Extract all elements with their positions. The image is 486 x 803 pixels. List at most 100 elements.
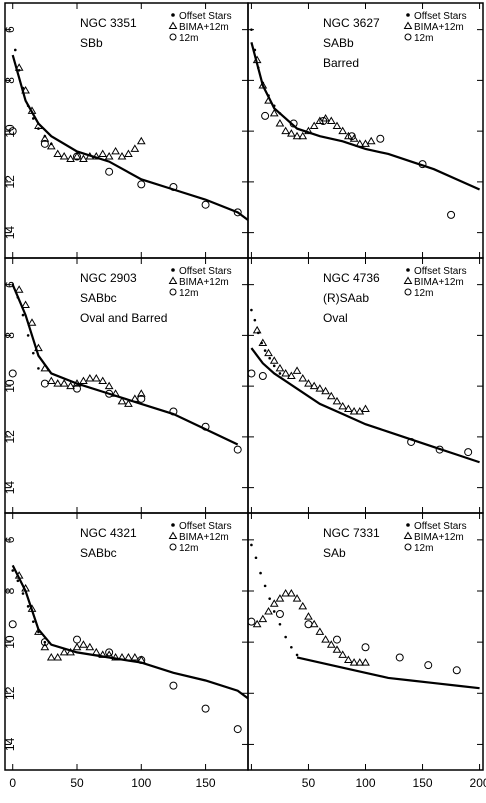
legend-label: BIMA+12m: [414, 532, 464, 543]
bima-point: [286, 129, 296, 137]
model-curve: [250, 347, 480, 464]
legend-marker: [171, 13, 175, 17]
y-tick-label: 8: [3, 587, 17, 594]
plot-area: [8, 48, 248, 221]
panel-subtitle: (R)SAab: [323, 291, 369, 305]
offset-star: [272, 610, 276, 613]
bima-point: [344, 131, 353, 140]
bima-point: [292, 366, 302, 374]
legend-label: BIMA+12m: [179, 22, 229, 33]
bima-point: [46, 141, 56, 150]
legend-item: BIMA+12m: [403, 531, 464, 543]
panel-subtitle: SABbc: [80, 546, 117, 560]
legend-marker: [406, 13, 410, 17]
bima-point: [344, 655, 353, 664]
offset-star: [37, 367, 40, 370]
offset-star: [284, 635, 287, 639]
bima-point: [332, 645, 342, 653]
y-tick-label: 14: [3, 226, 17, 240]
legend-marker: [406, 268, 410, 272]
bima-point: [286, 589, 296, 597]
single-dish-point: [261, 111, 270, 120]
model-curve: [296, 656, 480, 690]
legend-marker: [404, 543, 412, 551]
bima-point: [79, 640, 88, 648]
legend-marker: [403, 531, 413, 539]
offset-star: [43, 640, 47, 644]
bima-point: [46, 652, 56, 661]
bima-point: [315, 627, 325, 635]
bima-point: [124, 399, 133, 407]
bima-point: [269, 108, 279, 117]
panel-frame: [247, 2, 484, 259]
single-dish-point: [304, 620, 313, 629]
bima-point: [14, 63, 24, 71]
panel: NGC 4736 (R)SAab Oval Offset StarsBIMA+12m1…: [247, 257, 484, 514]
bima-point: [349, 134, 359, 142]
legend-marker: [169, 288, 177, 296]
bima-point: [21, 86, 30, 94]
y-tick-label: 6: [3, 536, 17, 543]
single-dish-point: [73, 384, 81, 393]
legend-marker: [168, 21, 178, 29]
y-tick-label: 12: [3, 430, 17, 444]
legend-marker: [403, 21, 413, 29]
legend-item: Offset Stars: [171, 266, 232, 277]
single-dish-point: [319, 116, 328, 125]
bima-point: [281, 589, 291, 597]
single-dish-point: [137, 394, 146, 403]
single-dish-point: [248, 369, 256, 378]
legend-label: Offset Stars: [414, 521, 467, 532]
legend-marker: [169, 33, 177, 41]
offset-star: [26, 334, 30, 337]
offset-star: [272, 364, 276, 368]
bima-point: [275, 119, 285, 127]
offset-star: [250, 308, 253, 312]
offset-star: [278, 622, 282, 626]
bima-point: [79, 154, 88, 163]
bima-point: [338, 401, 348, 410]
offset-star: [253, 318, 257, 322]
single-dish-point: [464, 448, 473, 457]
offset-star: [259, 571, 262, 575]
legend-item: 12m: [169, 288, 198, 299]
legend-item: BIMA+12m: [168, 21, 229, 33]
single-dish-point: [452, 666, 461, 675]
single-dish-point: [258, 371, 267, 380]
single-dish-point: [169, 681, 178, 690]
bima-point: [292, 594, 302, 602]
legend-label: 12m: [179, 33, 198, 44]
legend-marker: [403, 276, 413, 284]
legend-item: BIMA+12m: [168, 531, 229, 543]
single-dish-point: [73, 152, 81, 161]
x-tick-label: 100: [131, 776, 151, 790]
bima-point: [298, 374, 308, 382]
bima-point: [53, 652, 63, 661]
bima-point: [104, 152, 114, 160]
legend-item: Offset Stars: [171, 521, 232, 532]
legend-item: Offset Stars: [406, 266, 467, 277]
model-curve: [250, 42, 481, 191]
panel: 68101214CO surface brightness050100150NG…: [3, 512, 249, 790]
single-dish-point: [347, 132, 356, 141]
offset-star: [21, 313, 25, 317]
panel-subtitle: SABb: [323, 36, 354, 50]
bima-point: [338, 650, 348, 658]
bima-point: [269, 356, 279, 364]
single-dish-point: [73, 635, 81, 644]
legend-label: Offset Stars: [414, 266, 467, 277]
legend-label: BIMA+12m: [179, 277, 229, 288]
bima-point: [304, 126, 313, 135]
bima-point: [79, 376, 88, 385]
single-dish-point: [137, 180, 146, 189]
bima-point: [326, 640, 336, 648]
legend-item: BIMA+12m: [403, 21, 464, 33]
legend-marker: [404, 33, 412, 41]
bima-point: [298, 131, 308, 140]
model-curve: [11, 564, 248, 700]
bima-point: [136, 389, 146, 397]
bima-point: [309, 381, 319, 390]
single-dish-point: [233, 445, 242, 454]
bima-point: [332, 396, 342, 405]
